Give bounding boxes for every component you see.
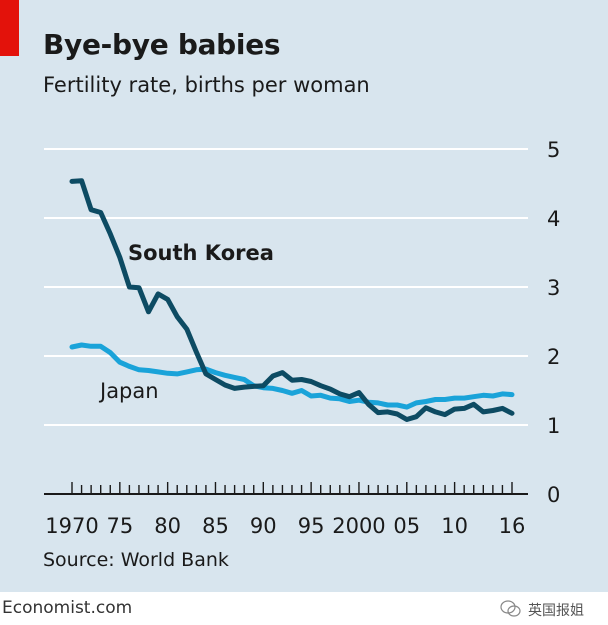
x-tick-label: 90	[250, 514, 277, 538]
x-tick-label: 1970	[45, 514, 98, 538]
series-label-south-korea: South Korea	[128, 241, 274, 265]
y-axis-labels: 0 1 2 3 4 5	[547, 138, 560, 507]
x-tick-label: 80	[154, 514, 181, 538]
x-tick-label: 75	[106, 514, 133, 538]
series-lines	[69, 178, 515, 422]
y-tick-label: 1	[547, 414, 560, 438]
x-tick-label: 05	[393, 514, 420, 538]
y-tick-label: 0	[547, 483, 560, 507]
gridlines	[44, 148, 528, 426]
y-tick-label: 2	[547, 345, 560, 369]
x-tick-label: 10	[441, 514, 468, 538]
site-credit: Economist.com	[2, 598, 133, 618]
y-tick-label: 3	[547, 276, 560, 300]
x-axis	[44, 482, 528, 495]
x-tick-label: 95	[298, 514, 325, 538]
y-tick-label: 5	[547, 138, 560, 162]
y-tick-label: 4	[547, 207, 560, 231]
series-line-japan	[69, 342, 515, 410]
chart-title: Bye-bye babies	[43, 28, 281, 61]
series-line-south-korea	[69, 178, 515, 422]
series-label-japan: Japan	[98, 379, 159, 403]
x-tick-label: 85	[202, 514, 229, 538]
wechat-icon	[500, 600, 521, 617]
source-note: Source: World Bank	[43, 549, 229, 571]
brand-tag	[0, 0, 19, 56]
line-chart: 0 1 2 3 4 5 1970 75 80 85 90 95 2000 05 10 16 South Ko…	[44, 138, 560, 538]
series-labels: South Korea Japan	[98, 241, 274, 403]
x-tick-label: 16	[499, 514, 526, 538]
x-tick-label: 2000	[332, 514, 385, 538]
watermark-text: 英国报姐	[528, 603, 584, 619]
x-axis-labels: 1970 75 80 85 90 95 2000 05 10 16	[45, 514, 525, 538]
chart-subtitle: Fertility rate, births per woman	[43, 73, 370, 97]
